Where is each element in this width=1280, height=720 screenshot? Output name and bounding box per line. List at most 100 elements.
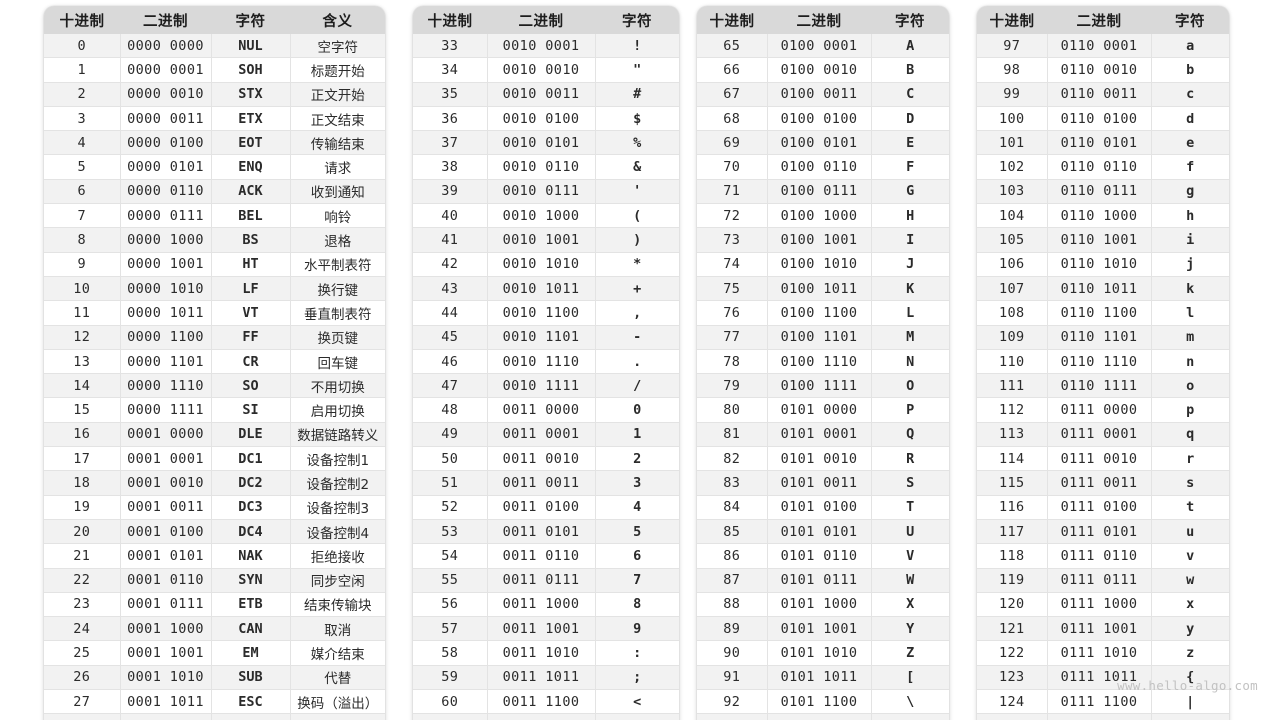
cell-binary: 0110 1010 <box>1047 252 1152 277</box>
table-row: 16 0001 0000 DLE 数据链路转义 <box>44 422 385 448</box>
cell-binary: 0111 0000 <box>1047 397 1152 423</box>
cell-character: | <box>1151 689 1229 715</box>
table-1-body: 0 0000 0000 NUL 空字符 1 0000 0001 SOH 标题开始 2 0000 0… <box>44 34 385 720</box>
cell-binary: 0101 1001 <box>767 616 872 642</box>
cell-character: HT <box>211 252 291 277</box>
table-row: 78 0100 1110 N <box>697 349 949 375</box>
cell-binary: 0011 0100 <box>487 495 596 520</box>
table-row: 111 0110 1111 o <box>977 373 1229 399</box>
column-header-binary: 二进制 <box>120 6 211 34</box>
table-row: 41 0010 1001) <box>413 227 679 253</box>
cell-decimal: 19 <box>44 495 121 520</box>
table-2-header: 十进制 二进制 字符 <box>413 6 679 34</box>
cell-character: SO <box>211 373 291 399</box>
cell-decimal: 84 <box>697 495 768 520</box>
cell-decimal: 44 <box>413 300 488 326</box>
cell-decimal: 72 <box>697 203 768 229</box>
cell-binary: 0111 1001 <box>1047 616 1152 642</box>
cell-character: d <box>1151 106 1229 132</box>
cell-binary: 0001 0000 <box>120 422 212 448</box>
table-row: 117 0111 0101 u <box>977 519 1229 545</box>
table-row: 82 0101 0010 R <box>697 446 949 472</box>
cell-character: , <box>595 300 679 326</box>
table-row: 15 0000 1111 SI 启用切换 <box>44 397 385 423</box>
cell-meaning: 媒介结束 <box>290 640 385 666</box>
cell-binary: 0110 1111 <box>1047 373 1152 399</box>
cell-binary: 0011 0011 <box>487 470 596 496</box>
table-row: 48 0011 0000 0 <box>413 397 679 423</box>
cell-decimal: 114 <box>977 446 1048 472</box>
cell-decimal: 73 <box>697 227 768 253</box>
cell-decimal: 25 <box>44 640 121 666</box>
table-row: 6 0000 0110 ACK 收到通知 <box>44 179 385 205</box>
cell-binary: 0010 1001 <box>487 227 596 253</box>
cell-character: { <box>1151 665 1229 691</box>
cell-binary: 0011 0111 <box>487 568 596 593</box>
ascii-table-1: 十进制 二进制 字符 含义 0 0000 0000 NUL 空字符 1 0000 0001… <box>44 6 385 720</box>
table-row: 81 0101 0001 Q <box>697 422 949 448</box>
table-row: 13 0000 1101 CR 回车键 <box>44 349 385 375</box>
cell-decimal: 3 <box>44 106 121 132</box>
cell-meaning: 传输结束 <box>290 130 385 156</box>
cell-binary: 0010 0010 <box>487 57 596 83</box>
cell-character: J <box>871 252 949 277</box>
cell-character: EOT <box>211 130 291 156</box>
cell-character: j <box>1151 252 1229 277</box>
table-row: 58 0011 1010: <box>413 640 679 666</box>
table-row: 118 0111 0110 v <box>977 543 1229 569</box>
cell-binary: 0100 1101 <box>767 325 872 350</box>
cell-character: U <box>871 519 949 545</box>
cell-decimal: 37 <box>413 130 488 156</box>
cell-character: Q <box>871 422 949 448</box>
table-row: 17 0001 0001 DC1 设备控制1 <box>44 446 385 472</box>
table-row: 46 0010 1110. <box>413 349 679 375</box>
table-row: 84 0101 0100 T <box>697 495 949 520</box>
table-row: 114 0111 0010 r <box>977 446 1229 472</box>
cell-meaning: 设备控制4 <box>290 519 385 545</box>
cell-decimal: 42 <box>413 252 488 277</box>
cell-character: NAK <box>211 543 291 569</box>
cell-binary: 0100 0110 <box>767 154 872 180</box>
cell-character: ' <box>595 179 679 205</box>
table-row: 20 0001 0100 DC4 设备控制4 <box>44 519 385 545</box>
table-row: 51 0011 0011 3 <box>413 470 679 496</box>
cell-binary: 0110 0011 <box>1047 82 1152 107</box>
table-row: 92 0101 1100 \ <box>697 689 949 715</box>
table-row: 104 0110 1000 h <box>977 203 1229 229</box>
cell-character: y <box>1151 616 1229 642</box>
cell-character: a <box>1151 34 1229 59</box>
cell-binary: 0011 1101 <box>487 713 596 720</box>
header-row: 十进制 二进制 字符 <box>977 6 1229 34</box>
cell-character: / <box>595 373 679 399</box>
cell-decimal: 104 <box>977 203 1048 229</box>
table-row: 27 0001 1011 ESC 换码（溢出） <box>44 689 385 715</box>
cell-meaning: 同步空闲 <box>290 568 385 593</box>
table-row: 930101 1101] <box>697 713 949 720</box>
cell-meaning: 设备控制3 <box>290 495 385 520</box>
cell-decimal: 86 <box>697 543 768 569</box>
table-row: 22 0001 0110 SYN 同步空闲 <box>44 568 385 593</box>
table-row: 25 0001 1001 EM 媒介结束 <box>44 640 385 666</box>
cell-character: 3 <box>595 470 679 496</box>
cell-decimal: 8 <box>44 227 121 253</box>
ascii-table-2: 十进制 二进制 字符 33 0010 0001! 34 0010 0010 " 35 001… <box>413 6 679 720</box>
table-row: 12 0000 1100 FF 换页键 <box>44 325 385 350</box>
cell-binary: 0111 1010 <box>1047 640 1152 666</box>
cell-character: u <box>1151 519 1229 545</box>
cell-meaning: 空字符 <box>290 34 385 59</box>
cell-character: ENQ <box>211 154 291 180</box>
cell-decimal: 18 <box>44 470 121 496</box>
cell-character: p <box>1151 397 1229 423</box>
table-row: 112 0111 0000 p <box>977 397 1229 423</box>
table-row: 610011 1101= <box>413 713 679 720</box>
table-row: 79 0100 1111 O <box>697 373 949 399</box>
cell-decimal: 75 <box>697 276 768 302</box>
cell-binary: 0011 1010 <box>487 640 596 666</box>
cell-character: v <box>1151 543 1229 569</box>
cell-character: s <box>1151 470 1229 496</box>
cell-character: NUL <box>211 34 291 59</box>
header-row: 十进制 二进制 字符 含义 <box>44 6 385 34</box>
cell-binary: 0000 0100 <box>120 130 212 156</box>
cell-binary: 0000 0110 <box>120 179 212 205</box>
cell-decimal: 77 <box>697 325 768 350</box>
